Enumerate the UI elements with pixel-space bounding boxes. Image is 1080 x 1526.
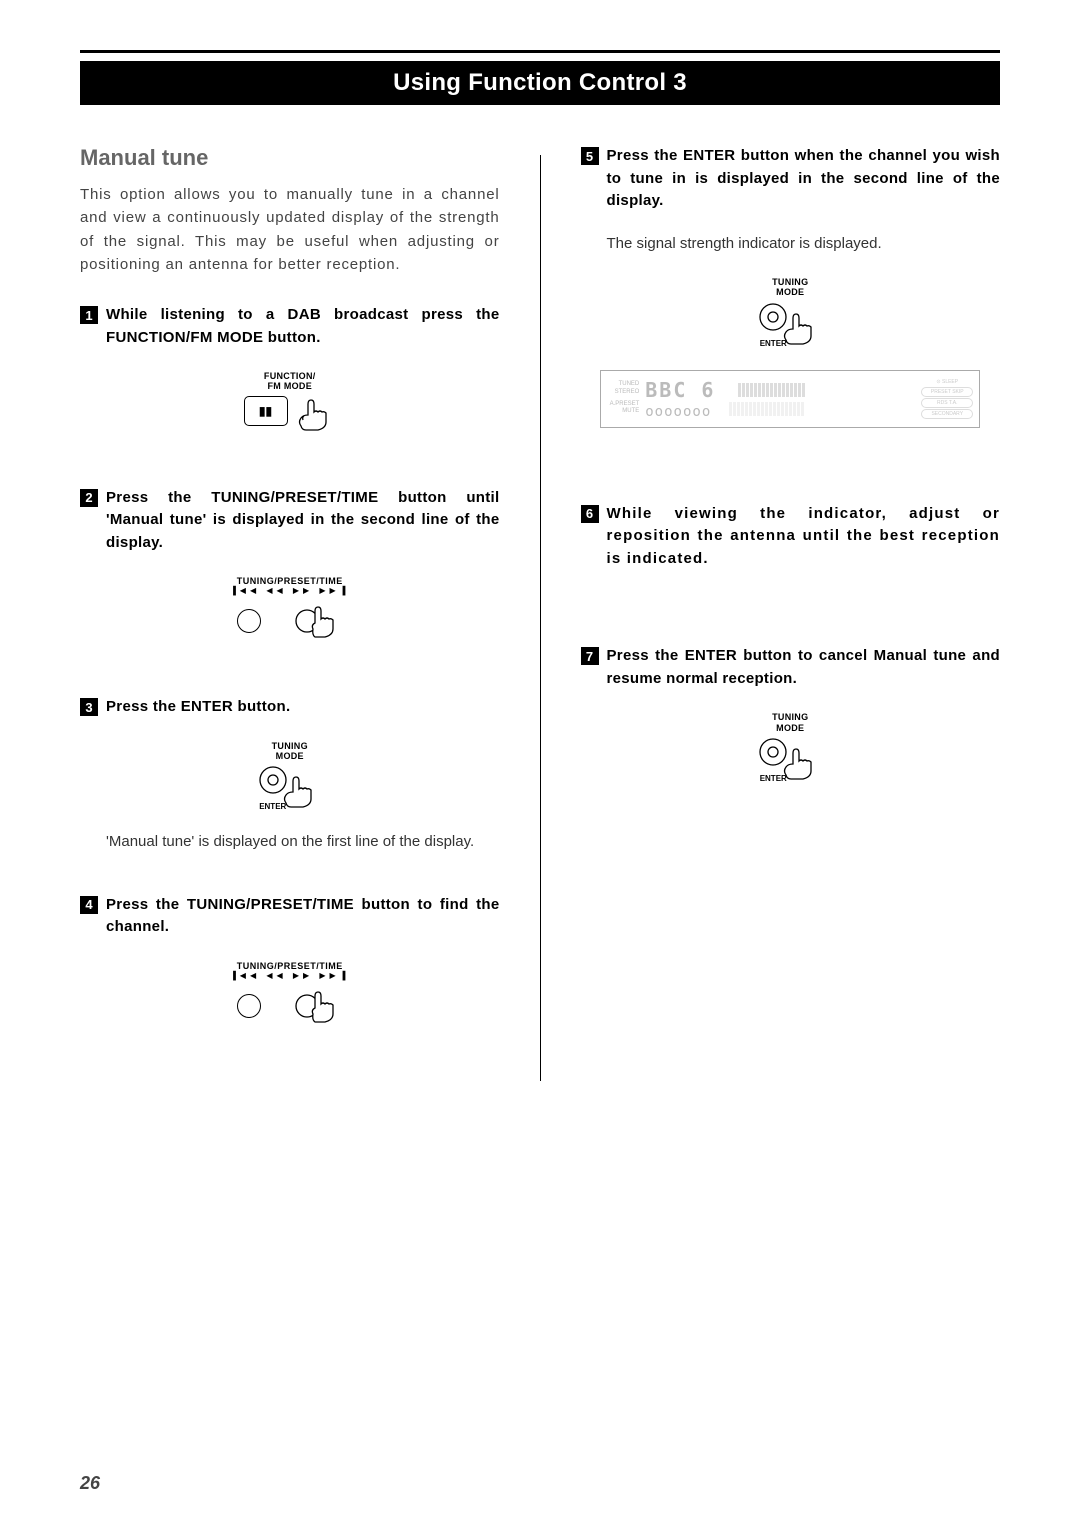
function-button-icon: ▮▮ [244, 396, 288, 426]
hand-press-icon [295, 601, 343, 641]
step-text: Press the ENTER button when the channel … [607, 145, 1001, 213]
step-2: 2 Press the TUNING/PRESET/TIME button un… [80, 487, 500, 642]
circle-button-icon [237, 609, 261, 633]
page-number: 26 [80, 1473, 100, 1494]
circle-button-icon [237, 994, 261, 1018]
step-number: 5 [581, 147, 599, 165]
tuning-label: TUNING/PRESET/TIME [80, 576, 500, 586]
tuning-label: TUNING/PRESET/TIME [80, 961, 500, 971]
page-title: Using Function Control 3 [393, 69, 687, 96]
hand-press-icon [780, 745, 822, 783]
lcd-right-labels: ⊙ SLEEP PRESET SKIP RDS T.A. SECONDARY [921, 378, 973, 420]
lcd-left-labels: TUNED STEREO A.PRESET MUTE [607, 381, 639, 416]
step-5: 5 Press the ENTER button when the channe… [581, 145, 1001, 428]
enter-button-illustration: TUNING MODE ENTER [80, 741, 500, 812]
step-number: 3 [80, 698, 98, 716]
step-text: While listening to a DAB broadcast press… [106, 304, 500, 349]
column-divider [540, 155, 541, 1081]
step-text: Press the TUNING/PRESET/TIME button to f… [106, 894, 500, 939]
tuning-mode-label: TUNING MODE [581, 712, 1001, 733]
step-1: 1 While listening to a DAB broadcast pre… [80, 304, 500, 432]
step-number: 6 [581, 505, 599, 523]
step-6: 6 While viewing the indicator, adjust or… [581, 503, 1001, 571]
hand-press-icon [296, 396, 336, 432]
hand-press-icon [280, 773, 322, 811]
step-number: 1 [80, 306, 98, 324]
step-text: Press the TUNING/PRESET/TIME button unti… [106, 487, 500, 555]
step-7: 7 Press the ENTER button to cancel Manua… [581, 645, 1001, 783]
section-intro: This option allows you to manually tune … [80, 183, 500, 276]
step-body: 'Manual tune' is displayed on the first … [106, 831, 500, 854]
header-rule [80, 50, 1000, 53]
lcd-display: TUNED STEREO A.PRESET MUTE BBC 6 ooooooo… [600, 370, 980, 428]
hand-press-icon [295, 986, 343, 1026]
step-number: 7 [581, 647, 599, 665]
function-button-illustration: FUNCTION/ FM MODE ▮▮ [80, 371, 500, 432]
hand-press-icon [780, 310, 822, 348]
enter-button-illustration: TUNING MODE ENTER [581, 277, 1001, 348]
step-number: 2 [80, 489, 98, 507]
enter-button-illustration: TUNING MODE ENTER [581, 712, 1001, 783]
lcd-line1: BBC 6 [645, 378, 915, 402]
step-text: While viewing the indicator, adjust or r… [607, 503, 1001, 571]
page-title-bar: Using Function Control 3 [80, 61, 1000, 105]
section-heading: Manual tune [80, 145, 500, 171]
step-text: Press the ENTER button. [106, 696, 290, 719]
lcd-bars-2 [729, 402, 805, 420]
tuning-mode-label: TUNING MODE [581, 277, 1001, 298]
step-body: The signal strength indicator is display… [607, 233, 1001, 256]
tuning-mode-label: TUNING MODE [80, 741, 500, 762]
tuning-button-illustration: TUNING/PRESET/TIME ▐◀◀ ◀◀ ▶▶ ▶▶▐ [80, 576, 500, 641]
step-text: Press the ENTER button to cancel Manual … [607, 645, 1001, 690]
tuning-seek-icons: ▐◀◀ ◀◀ ▶▶ ▶▶▐ [80, 586, 500, 595]
left-column: Manual tune This option allows you to ma… [80, 145, 500, 1081]
step-number: 4 [80, 896, 98, 914]
function-label: FUNCTION/ FM MODE [80, 371, 500, 392]
lcd-signal-bars [738, 378, 806, 402]
tuning-button-illustration: TUNING/PRESET/TIME ▐◀◀ ◀◀ ▶▶ ▶▶▐ [80, 961, 500, 1026]
tuning-seek-icons: ▐◀◀ ◀◀ ▶▶ ▶▶▐ [80, 971, 500, 980]
lcd-line2: ooooooo [645, 402, 915, 420]
right-column: 5 Press the ENTER button when the channe… [581, 145, 1001, 1081]
step-4: 4 Press the TUNING/PRESET/TIME button to… [80, 894, 500, 1026]
step-3: 3 Press the ENTER button. TUNING MODE EN… [80, 696, 500, 854]
